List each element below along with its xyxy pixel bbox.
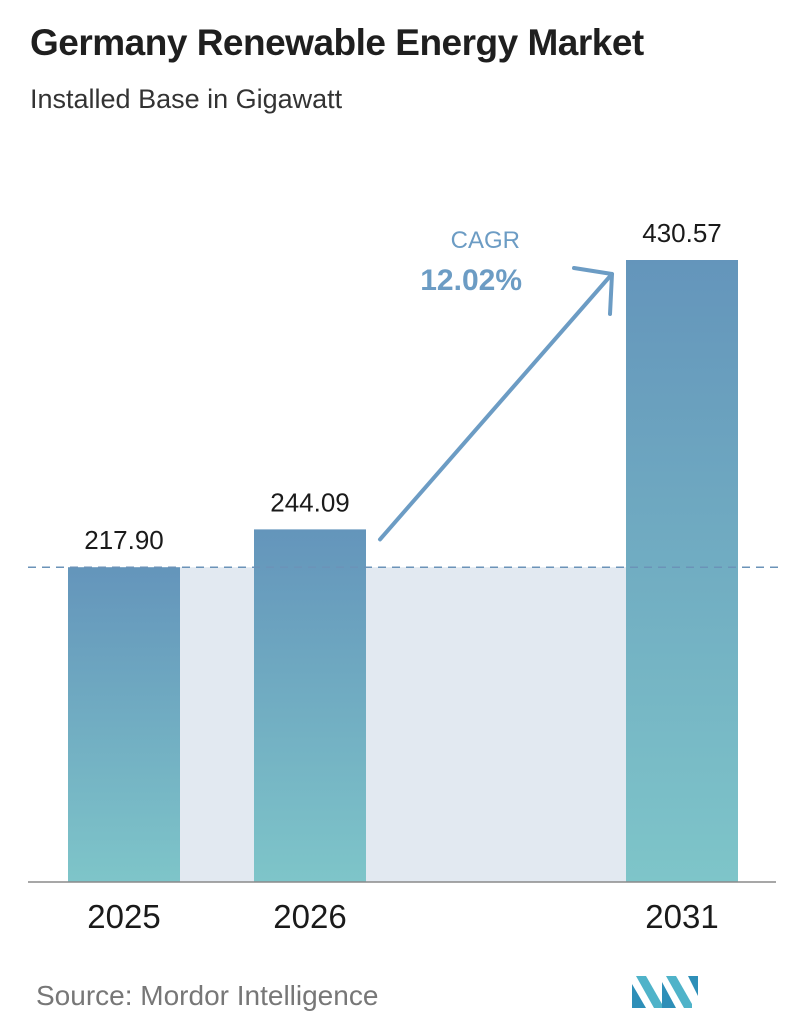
x-tick-label-2031: 2031 — [645, 898, 718, 935]
source-note: Source: Mordor Intelligence — [36, 980, 379, 1011]
chart-title: Germany Renewable Energy Market — [30, 22, 644, 63]
cagr-value: 12.02% — [420, 264, 522, 297]
bar-chart: 217.90 244.09 430.57 2025 2026 2031 CAGR 12.02% — [28, 218, 782, 935]
x-tick-label-2026: 2026 — [273, 898, 346, 935]
data-label-2025: 217.90 — [84, 525, 164, 555]
cagr-arrow-head — [572, 266, 614, 316]
cagr-arrow-shaft — [378, 272, 614, 542]
bar-2026 — [254, 529, 366, 882]
bar-2025 — [68, 567, 180, 882]
chart-subtitle: Installed Base in Gigawatt — [30, 84, 343, 114]
mordor-intelligence-logo-icon — [632, 976, 698, 1008]
data-label-2031: 430.57 — [642, 218, 722, 248]
cagr-label: CAGR — [451, 227, 520, 254]
data-label-2026: 244.09 — [270, 487, 350, 517]
x-tick-label-2025: 2025 — [87, 898, 160, 935]
bar-2031 — [626, 260, 738, 882]
